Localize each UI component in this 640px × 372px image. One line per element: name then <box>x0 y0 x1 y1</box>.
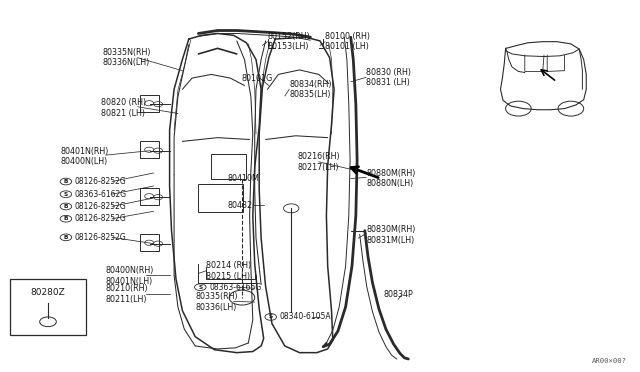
Text: 80830 (RH)
80831 (LH): 80830 (RH) 80831 (LH) <box>366 68 411 87</box>
Bar <box>140 234 159 251</box>
Text: 08126-8252G: 08126-8252G <box>75 233 127 242</box>
Text: 80401N(RH)
80400N(LH): 80401N(RH) 80400N(LH) <box>61 147 109 166</box>
Text: 80214 (RH)
80215 (LH): 80214 (RH) 80215 (LH) <box>206 261 252 280</box>
Text: 80834P: 80834P <box>384 290 413 299</box>
Text: 80280Z: 80280Z <box>31 288 65 296</box>
Text: S: S <box>269 314 273 320</box>
Text: 80101G: 80101G <box>242 74 273 83</box>
Bar <box>140 95 159 112</box>
Bar <box>211 154 246 179</box>
Text: B: B <box>64 179 68 184</box>
Text: 80830M(RH)
80831M(LH): 80830M(RH) 80831M(LH) <box>366 225 415 245</box>
Text: 80432: 80432 <box>227 201 252 210</box>
Text: 80100 (RH)
80101 (LH): 80100 (RH) 80101 (LH) <box>325 32 370 51</box>
Text: 80880M(RH)
80880N(LH): 80880M(RH) 80880N(LH) <box>366 169 415 188</box>
Text: 80410M: 80410M <box>227 174 259 183</box>
Text: 08363-6165G: 08363-6165G <box>209 283 262 292</box>
Text: B: B <box>64 235 68 240</box>
Text: 80152(RH)
80153(LH): 80152(RH) 80153(LH) <box>268 32 310 51</box>
Text: 80400N(RH)
80401N(LH): 80400N(RH) 80401N(LH) <box>106 266 154 286</box>
Text: 80820 (RH)
80821 (LH): 80820 (RH) 80821 (LH) <box>101 98 147 118</box>
Bar <box>198 184 243 212</box>
Text: 80335(RH)
80336(LH): 80335(RH) 80336(LH) <box>195 292 238 312</box>
Text: B: B <box>64 216 68 221</box>
Text: S: S <box>64 192 68 197</box>
Text: S: S <box>198 285 202 290</box>
Bar <box>140 188 159 205</box>
Text: AR00×00?: AR00×00? <box>592 358 627 364</box>
Text: B: B <box>64 204 68 209</box>
Text: 08126-8252G: 08126-8252G <box>75 214 127 223</box>
Text: 08340-6105A: 08340-6105A <box>280 312 332 321</box>
Text: 80216(RH)
80217(LH): 80216(RH) 80217(LH) <box>298 152 340 171</box>
Text: 08363-6162G: 08363-6162G <box>75 190 127 199</box>
Text: 80210(RH)
80211(LH): 80210(RH) 80211(LH) <box>106 284 148 304</box>
Text: 08126-8252G: 08126-8252G <box>75 202 127 211</box>
Text: 08126-8252G: 08126-8252G <box>75 177 127 186</box>
Text: 80335N(RH)
80336N(LH): 80335N(RH) 80336N(LH) <box>102 48 151 67</box>
Bar <box>140 141 159 158</box>
Bar <box>10 279 86 335</box>
Text: 80834(RH)
80835(LH): 80834(RH) 80835(LH) <box>289 80 332 99</box>
